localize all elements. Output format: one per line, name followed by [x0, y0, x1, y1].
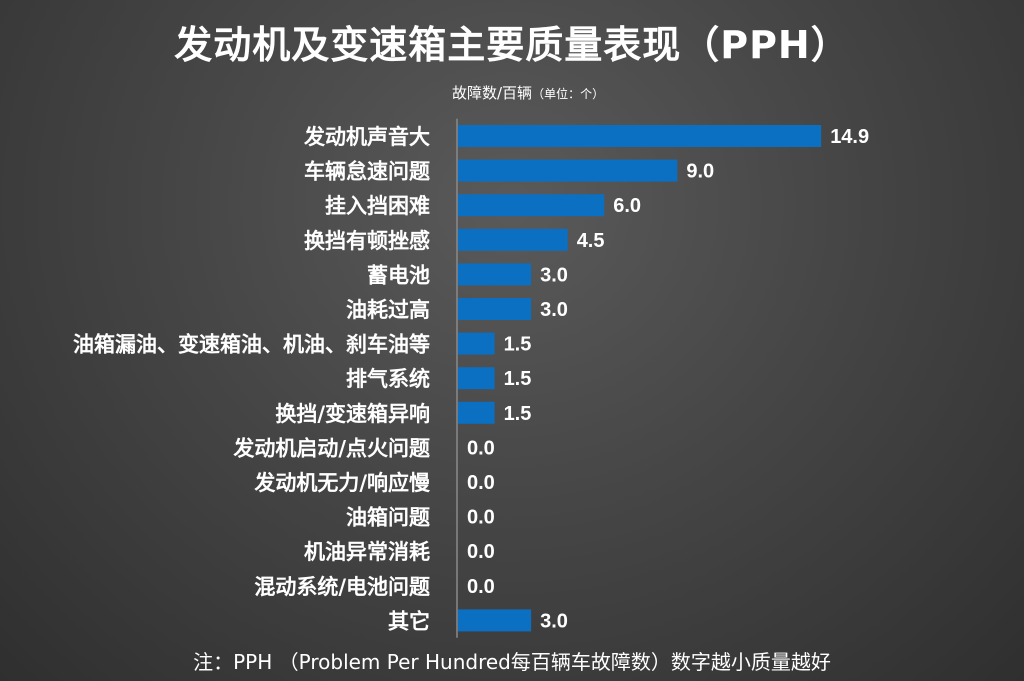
category-label-4: 蓄电池 — [367, 263, 430, 287]
value-label-4: 3.0 — [540, 264, 568, 286]
category-label-7: 排气系统 — [346, 367, 430, 391]
bar-1 — [458, 159, 678, 182]
bar-2 — [458, 194, 605, 217]
value-label-6: 1.5 — [504, 334, 532, 356]
bar-8 — [458, 401, 495, 424]
value-label-3: 4.5 — [577, 230, 605, 252]
category-label-12: 机油异常消耗 — [304, 540, 430, 564]
value-label-12: 0.0 — [467, 541, 495, 563]
category-label-1: 车辆怠速问题 — [304, 160, 431, 184]
category-label-8: 换挡/变速箱异响 — [275, 402, 430, 426]
bar-5 — [458, 298, 532, 320]
category-label-0: 发动机声音大 — [303, 125, 430, 149]
category-label-6: 油箱漏油、变速箱油、机油、刹车油等 — [73, 333, 430, 357]
bar-7 — [458, 367, 495, 390]
chart-footnote: 注：PPH （Problem Per Hundred每百辆车故障数）数字越小质量… — [193, 650, 831, 674]
category-label-5: 油耗过高 — [346, 298, 430, 322]
bar-4 — [458, 263, 532, 286]
value-label-8: 1.5 — [504, 403, 532, 425]
chart-title: 发动机及变速箱主要质量表现（PPH） — [174, 23, 850, 67]
bar-6 — [458, 332, 495, 355]
value-label-14: 3.0 — [540, 610, 568, 632]
bars-layer: 发动机声音大 14.9 车辆怠速问题 9.0 挂入挡困难 6.0 换挡有顿挫感 4.5 蓄电池 3… — [73, 125, 869, 633]
category-label-10: 发动机无力/响应慢 — [253, 471, 431, 495]
value-label-5: 3.0 — [540, 299, 568, 321]
value-label-0: 14.9 — [830, 126, 869, 148]
value-label-9: 0.0 — [467, 437, 495, 459]
value-label-10: 0.0 — [467, 472, 495, 494]
axis-unit-label: 故障数/百辆（单位：个） — [452, 82, 604, 103]
bar-0 — [458, 125, 822, 147]
bar-14 — [458, 609, 532, 632]
category-label-14: 其它 — [388, 609, 430, 633]
value-label-13: 0.0 — [467, 576, 495, 598]
category-label-2: 挂入挡困难 — [325, 194, 430, 218]
value-label-1: 9.0 — [686, 161, 714, 183]
axis-title: 故障数/百辆 — [452, 84, 533, 102]
category-label-9: 发动机启动/点火问题 — [232, 436, 431, 460]
category-label-13: 混动系统/电池问题 — [254, 575, 431, 599]
bar-3 — [458, 228, 568, 251]
category-label-3: 换挡有顿挫感 — [304, 229, 430, 253]
value-label-2: 6.0 — [613, 195, 641, 217]
value-label-11: 0.0 — [467, 507, 495, 529]
value-label-7: 1.5 — [504, 368, 532, 390]
unit-note: （单位：个） — [532, 87, 605, 101]
category-label-11: 油箱问题 — [346, 506, 431, 530]
